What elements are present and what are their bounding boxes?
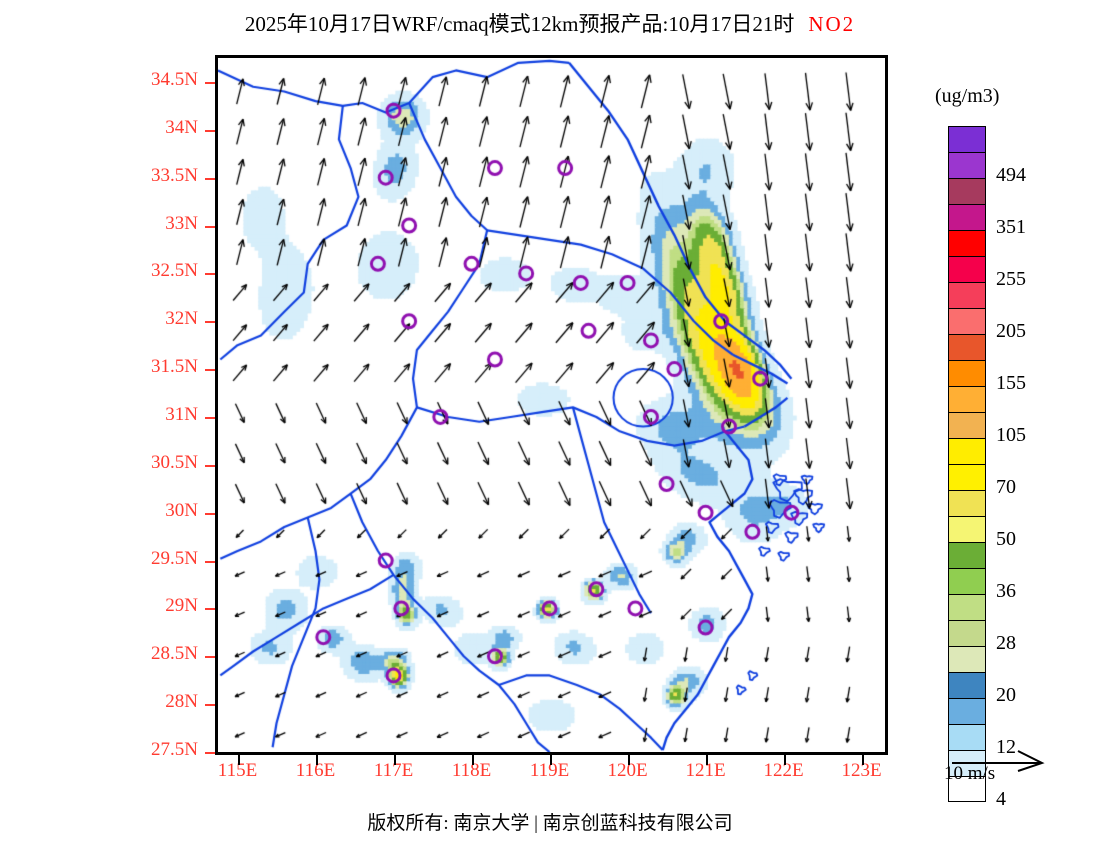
colorbar-tick-label: 4 (996, 788, 1006, 810)
colorbar-unit-label: (ug/m3) (935, 85, 1000, 107)
colorbar-tick-label: 155 (996, 372, 1026, 394)
colorbar-tick-label: 28 (996, 632, 1016, 654)
latitude-tick-mark (205, 129, 215, 132)
colorbar-tick-label: 105 (996, 424, 1026, 446)
latitude-tick-label: 30N (165, 499, 198, 521)
longitude-tick-label: 115E (217, 760, 258, 781)
colorbar-swatch (948, 490, 986, 516)
colorbar-tick-label: 70 (996, 476, 1016, 498)
colorbar-swatch (948, 698, 986, 724)
title-main: 2025年10月17日WRF/cmaq模式12km预报产品:10月17日21时 (244, 12, 795, 36)
latitude-tick-label: 31N (165, 403, 198, 425)
latitude-tick-mark (205, 369, 215, 372)
latitude-tick-label: 29N (165, 595, 198, 617)
colorbar-tick-label: 494 (996, 164, 1026, 186)
longitude-tick-label: 120E (607, 760, 648, 781)
colorbar-swatch (948, 438, 986, 464)
longitude-tick-mark (549, 755, 552, 765)
latitude-tick-label: 28N (165, 691, 198, 713)
colorbar[interactable] (948, 126, 986, 802)
colorbar-swatch (948, 646, 986, 672)
latitude-tick-mark (205, 752, 215, 754)
longitude-tick-label: 121E (685, 760, 726, 781)
latitude-tick-mark (205, 512, 215, 515)
latitude-tick-label: 32N (165, 308, 198, 330)
latitude-tick-mark (205, 321, 215, 324)
latitude-tick-mark (205, 608, 215, 611)
latitude-tick-mark (205, 416, 215, 419)
colorbar-tick-label: 20 (996, 684, 1016, 706)
colorbar-swatch (948, 308, 986, 334)
longitude-tick-label: 119E (529, 760, 570, 781)
colorbar-tick-label: 351 (996, 216, 1026, 238)
colorbar-tick-label: 50 (996, 528, 1016, 550)
latitude-tick-mark (205, 560, 215, 563)
longitude-tick-mark (471, 755, 474, 765)
longitude-tick-mark (861, 755, 864, 765)
colorbar-swatch (948, 204, 986, 230)
copyright-footer: 版权所有: 南京大学 | 南京创蓝科技有限公司 (367, 813, 733, 834)
longitude-tick-label: 118E (451, 760, 492, 781)
wind-scale-label: 10 m/s (944, 763, 996, 784)
longitude-tick-mark (237, 755, 240, 765)
colorbar-swatch (948, 256, 986, 282)
colorbar-swatch (948, 672, 986, 698)
latitude-tick-mark (205, 464, 215, 467)
colorbar-tick-label: 12 (996, 736, 1016, 758)
colorbar-swatch (948, 776, 986, 802)
latitude-tick-label: 33N (165, 212, 198, 234)
latitude-tick-label: 34.5N (151, 68, 198, 90)
latitude-tick-mark (205, 704, 215, 707)
colorbar-swatch (948, 542, 986, 568)
colorbar-swatch (948, 282, 986, 308)
latitude-tick-label: 33.5N (151, 164, 198, 186)
colorbar-swatch (948, 516, 986, 542)
longitude-tick-label: 123E (841, 760, 882, 781)
colorbar-swatch (948, 620, 986, 646)
longitude-tick-label: 122E (763, 760, 804, 781)
latitude-tick-label: 28.5N (151, 643, 198, 665)
longitude-tick-mark (705, 755, 708, 765)
colorbar-swatch (948, 178, 986, 204)
latitude-tick-mark (205, 273, 215, 276)
title-species: NO2 (808, 12, 856, 36)
latitude-tick-label: 31.5N (151, 356, 198, 378)
latitude-tick-mark (205, 225, 215, 228)
latitude-tick-mark (205, 81, 215, 84)
colorbar-swatch (948, 568, 986, 594)
colorbar-swatch (948, 360, 986, 386)
longitude-tick-mark (627, 755, 630, 765)
latitude-tick-label: 32.5N (151, 260, 198, 282)
colorbar-swatch (948, 724, 986, 750)
map-plot-frame (215, 55, 888, 755)
colorbar-swatch (948, 126, 986, 152)
latitude-tick-mark (205, 656, 215, 659)
longitude-tick-mark (315, 755, 318, 765)
longitude-tick-mark (783, 755, 786, 765)
colorbar-swatch (948, 334, 986, 360)
latitude-tick-label: 29.5N (151, 547, 198, 569)
colorbar-tick-label: 36 (996, 580, 1016, 602)
wind-scale-arrow-icon (952, 750, 1045, 772)
colorbar-tick-label: 255 (996, 268, 1026, 290)
map-canvas[interactable] (218, 58, 885, 752)
latitude-tick-label: 30.5N (151, 451, 198, 473)
latitude-tick-mark (205, 177, 215, 180)
colorbar-tick-label: 205 (996, 320, 1026, 342)
longitude-tick-mark (393, 755, 396, 765)
colorbar-swatch (948, 412, 986, 438)
colorbar-swatch (948, 386, 986, 412)
colorbar-swatch (948, 464, 986, 490)
longitude-tick-label: 117E (373, 760, 414, 781)
colorbar-swatch (948, 230, 986, 256)
latitude-tick-label: 27.5N (151, 739, 198, 760)
colorbar-swatch (948, 594, 986, 620)
colorbar-swatch (948, 152, 986, 178)
longitude-tick-label: 116E (295, 760, 336, 781)
latitude-tick-label: 34N (165, 116, 198, 138)
page-title: 2025年10月17日WRF/cmaq模式12km预报产品:10月17日21时 N… (0, 8, 1100, 38)
